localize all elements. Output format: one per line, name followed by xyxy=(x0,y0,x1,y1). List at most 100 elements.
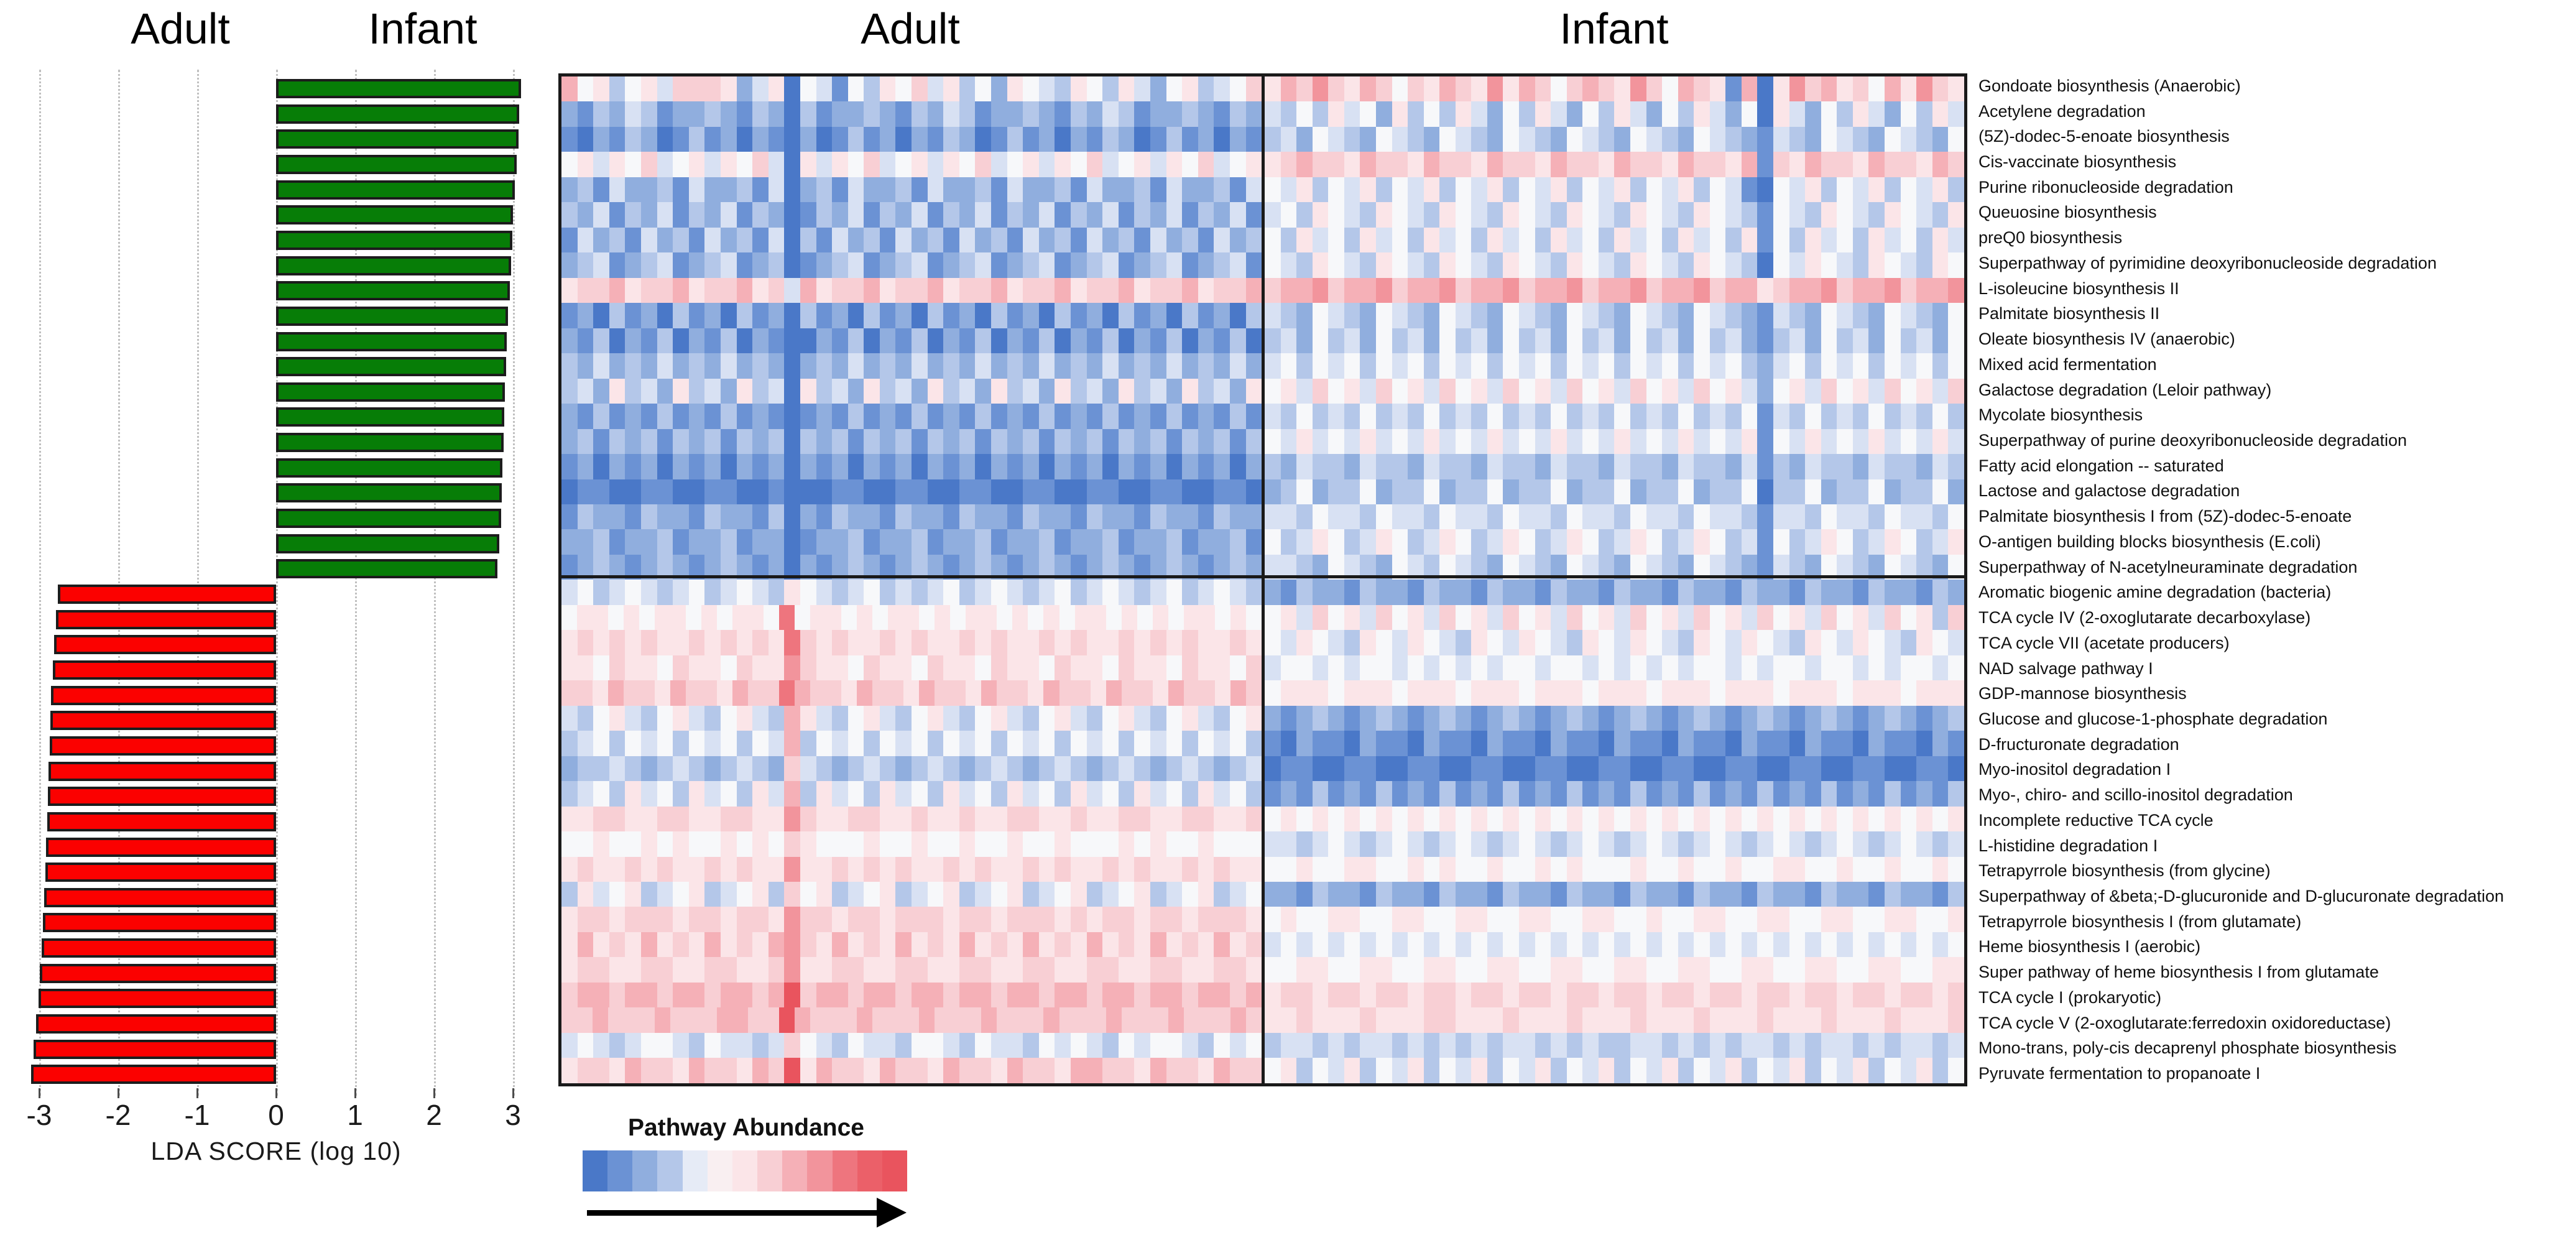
heatmap-cell xyxy=(1551,957,1567,983)
heatmap-cell xyxy=(673,177,689,203)
heatmap-cell xyxy=(975,428,992,455)
heatmap-cell xyxy=(561,479,578,504)
heatmap-cell xyxy=(1328,303,1344,328)
heatmap-cell xyxy=(736,101,753,127)
heatmap-cell xyxy=(625,705,641,731)
heatmap-cell xyxy=(1229,580,1246,605)
heatmap-cell xyxy=(1535,529,1551,555)
heatmap-cell xyxy=(1694,781,1710,807)
heatmap-cell xyxy=(1134,529,1150,555)
heatmap-cell xyxy=(1166,655,1183,681)
heatmap-cell xyxy=(609,831,626,857)
heatmap-cell xyxy=(1837,252,1853,278)
heatmap-cell xyxy=(1519,705,1535,731)
heatmap-row xyxy=(1265,303,1964,328)
heatmap-cell xyxy=(720,177,737,203)
heatmap-cell xyxy=(879,529,896,555)
lda-bar-infant xyxy=(276,205,513,225)
heatmap-cell xyxy=(1360,957,1376,983)
heatmap-cell xyxy=(704,303,721,328)
heatmap-cell xyxy=(577,227,594,253)
heatmap-cell xyxy=(959,101,976,127)
heatmap-cell xyxy=(577,882,594,907)
heatmap-cell xyxy=(1646,957,1663,983)
heatmap-cell xyxy=(736,126,753,152)
heatmap-cell xyxy=(1709,957,1726,983)
lda-tick-mark xyxy=(512,1088,514,1098)
heatmap-cell xyxy=(1566,781,1583,807)
heatmap-cell xyxy=(577,580,594,605)
heatmap-cell xyxy=(1296,831,1313,857)
heatmap-cell xyxy=(736,932,753,958)
heatmap-cell xyxy=(1007,328,1023,354)
heatmap-cell xyxy=(686,1007,702,1033)
heatmap-cell xyxy=(1137,604,1153,631)
heatmap-cell xyxy=(1868,705,1885,731)
heatmap-cell xyxy=(608,680,624,706)
heatmap-cell xyxy=(1487,202,1503,228)
heatmap-cell xyxy=(1694,932,1710,958)
heatmap-cell xyxy=(1071,126,1087,152)
heatmap-cell xyxy=(1102,806,1119,832)
heatmap-cell xyxy=(1439,1007,1456,1033)
heatmap-cell xyxy=(1741,227,1758,253)
heatmap-cell xyxy=(864,630,880,655)
heatmap-cell xyxy=(895,378,912,404)
heatmap-cell xyxy=(1007,1032,1023,1058)
heatmap-cell xyxy=(864,655,880,681)
heatmap-cell xyxy=(1725,831,1742,857)
heatmap-cell xyxy=(1837,428,1853,455)
heatmap-cell xyxy=(673,328,689,354)
heatmap-cell xyxy=(847,378,864,404)
heatmap-cell xyxy=(959,404,976,429)
heatmap-cell xyxy=(1229,529,1246,555)
heatmap-cell xyxy=(1198,378,1214,404)
heatmap-cell xyxy=(1265,831,1281,857)
heatmap-cell xyxy=(1614,504,1630,530)
heatmap-cell xyxy=(1328,781,1344,807)
heatmap-cell xyxy=(1150,177,1166,203)
heatmap-cell xyxy=(800,630,816,655)
heatmap-cell xyxy=(1487,604,1503,631)
heatmap-cell xyxy=(1535,907,1551,932)
heatmap-row-label: Heme biosynthesis I (aerobic) xyxy=(1978,937,2201,956)
heatmap-cell xyxy=(1805,504,1821,530)
heatmap-cell xyxy=(1106,680,1122,706)
lda-bar-adult xyxy=(31,1065,276,1085)
heatmap-cell xyxy=(1043,604,1059,631)
heatmap-cell xyxy=(1503,1032,1519,1058)
heatmap-cell xyxy=(1408,982,1424,1008)
lda-bar-infant xyxy=(276,79,521,98)
heatmap-cell xyxy=(673,227,689,253)
heatmap-cell xyxy=(879,404,896,429)
heatmap-cell xyxy=(1229,479,1246,504)
heatmap-cell xyxy=(1360,152,1376,177)
heatmap-cell xyxy=(1360,580,1376,605)
heatmap-cell xyxy=(847,126,864,152)
heatmap-cell xyxy=(1328,932,1344,958)
heatmap-cell xyxy=(704,529,721,555)
heatmap-cell xyxy=(625,932,641,958)
lda-bar-adult xyxy=(38,989,276,1009)
heatmap-cell xyxy=(784,907,800,932)
heatmap-cell xyxy=(736,378,753,404)
heatmap-cell xyxy=(1868,76,1885,102)
heatmap-cell xyxy=(1757,76,1773,102)
heatmap-cell xyxy=(1328,177,1344,203)
heatmap-cell xyxy=(1662,731,1678,756)
heatmap-cell xyxy=(752,479,769,504)
heatmap-cell xyxy=(1182,957,1198,983)
heatmap-cell xyxy=(975,781,992,807)
heatmap-cell xyxy=(1694,404,1710,429)
heatmap-cell xyxy=(1439,731,1456,756)
heatmap-cell xyxy=(1948,454,1964,479)
heatmap-cell xyxy=(720,655,737,681)
heatmap-cell xyxy=(1725,303,1742,328)
heatmap-cell xyxy=(577,202,594,228)
heatmap-cell xyxy=(912,731,928,756)
heatmap-row xyxy=(561,76,1262,102)
heatmap-cell xyxy=(1662,655,1678,681)
heatmap-cell xyxy=(1900,303,1917,328)
heatmap-cell xyxy=(1086,580,1103,605)
heatmap-cell xyxy=(1821,731,1837,756)
